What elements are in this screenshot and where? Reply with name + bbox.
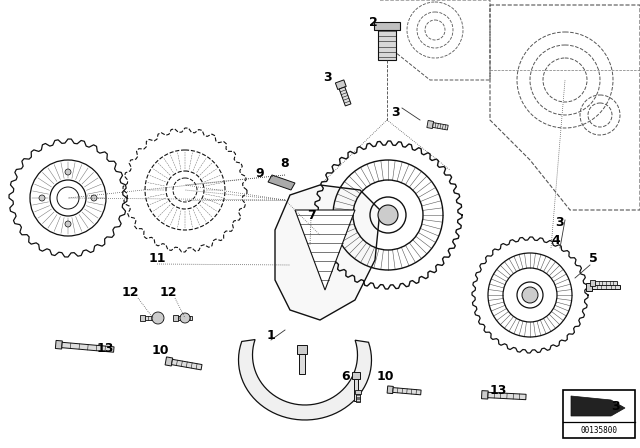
Polygon shape	[56, 340, 62, 349]
Bar	[354, 379, 358, 401]
Polygon shape	[433, 123, 448, 130]
Polygon shape	[427, 121, 434, 129]
Text: 8: 8	[281, 156, 289, 169]
Text: 1: 1	[267, 328, 275, 341]
Polygon shape	[172, 359, 202, 370]
Bar	[299, 354, 305, 374]
Bar	[352, 372, 360, 379]
Circle shape	[65, 169, 71, 175]
Polygon shape	[275, 185, 380, 320]
Polygon shape	[355, 390, 361, 394]
Polygon shape	[590, 280, 595, 286]
Text: 3: 3	[323, 70, 332, 83]
Polygon shape	[62, 342, 114, 352]
Bar	[374, 22, 400, 30]
Text: 3: 3	[390, 105, 399, 119]
Text: 11: 11	[148, 251, 166, 264]
Polygon shape	[610, 405, 632, 412]
Circle shape	[180, 313, 190, 323]
Text: 13: 13	[96, 341, 114, 354]
Text: 10: 10	[151, 344, 169, 357]
Polygon shape	[239, 340, 371, 420]
Text: 6: 6	[342, 370, 350, 383]
Bar	[563, 390, 635, 438]
Text: 3: 3	[556, 215, 564, 228]
Polygon shape	[173, 315, 178, 321]
Text: 4: 4	[552, 233, 561, 246]
Polygon shape	[604, 404, 611, 412]
Polygon shape	[339, 87, 351, 106]
Polygon shape	[571, 396, 625, 416]
Text: 10: 10	[376, 370, 394, 383]
Polygon shape	[268, 175, 295, 190]
Polygon shape	[387, 386, 394, 394]
Polygon shape	[592, 284, 620, 289]
Bar	[378, 28, 396, 60]
Polygon shape	[335, 80, 346, 90]
Polygon shape	[165, 357, 173, 366]
Text: 12: 12	[159, 285, 177, 298]
Circle shape	[65, 221, 71, 227]
Text: 3: 3	[612, 400, 620, 413]
Polygon shape	[393, 388, 421, 395]
Polygon shape	[178, 316, 192, 320]
Text: 13: 13	[490, 383, 507, 396]
Circle shape	[39, 195, 45, 201]
Circle shape	[91, 195, 97, 201]
Text: 9: 9	[256, 167, 264, 180]
Polygon shape	[488, 392, 526, 400]
Polygon shape	[595, 281, 617, 285]
Polygon shape	[145, 316, 163, 320]
Polygon shape	[481, 391, 488, 399]
Polygon shape	[295, 210, 355, 290]
Text: 5: 5	[589, 251, 597, 264]
Text: 00135800: 00135800	[580, 426, 618, 435]
Circle shape	[522, 287, 538, 303]
Circle shape	[152, 312, 164, 324]
Text: 7: 7	[307, 208, 316, 221]
Polygon shape	[356, 394, 360, 402]
Polygon shape	[140, 315, 145, 321]
Bar	[297, 345, 307, 354]
Text: 12: 12	[121, 285, 139, 298]
Text: 2: 2	[369, 16, 378, 29]
Polygon shape	[586, 284, 592, 291]
Circle shape	[378, 205, 398, 225]
